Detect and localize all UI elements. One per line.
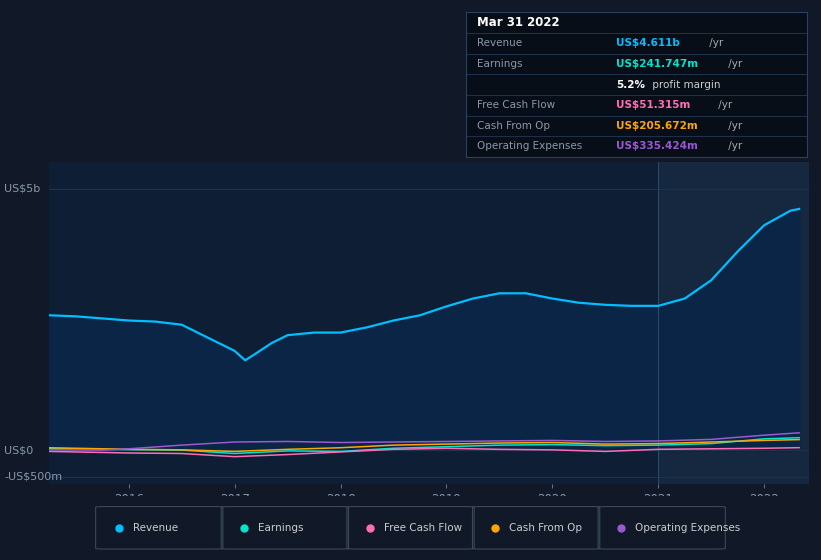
Text: US$0: US$0	[4, 445, 34, 455]
Text: -US$500m: -US$500m	[4, 472, 62, 482]
Text: US$51.315m: US$51.315m	[617, 100, 690, 110]
Text: Free Cash Flow: Free Cash Flow	[476, 100, 555, 110]
Text: /yr: /yr	[725, 142, 742, 152]
Text: Cash From Op: Cash From Op	[476, 121, 549, 131]
Text: Operating Expenses: Operating Expenses	[476, 142, 582, 152]
Text: Earnings: Earnings	[259, 523, 304, 533]
Text: /yr: /yr	[725, 121, 742, 131]
Text: US$335.424m: US$335.424m	[617, 142, 698, 152]
Text: Revenue: Revenue	[476, 38, 521, 48]
Text: Mar 31 2022: Mar 31 2022	[476, 16, 559, 29]
Bar	[658, 162, 809, 484]
Text: /yr: /yr	[705, 38, 722, 48]
Text: Free Cash Flow: Free Cash Flow	[384, 523, 462, 533]
Text: Revenue: Revenue	[133, 523, 177, 533]
Text: US$205.672m: US$205.672m	[617, 121, 698, 131]
Text: Cash From Op: Cash From Op	[509, 523, 582, 533]
Text: Operating Expenses: Operating Expenses	[635, 523, 741, 533]
Text: US$5b: US$5b	[4, 184, 40, 194]
Text: US$241.747m: US$241.747m	[617, 59, 699, 69]
Text: /yr: /yr	[725, 59, 742, 69]
Text: Earnings: Earnings	[476, 59, 522, 69]
Text: /yr: /yr	[715, 100, 732, 110]
Text: profit margin: profit margin	[649, 80, 720, 90]
Text: 5.2%: 5.2%	[617, 80, 645, 90]
Text: US$4.611b: US$4.611b	[617, 38, 680, 48]
